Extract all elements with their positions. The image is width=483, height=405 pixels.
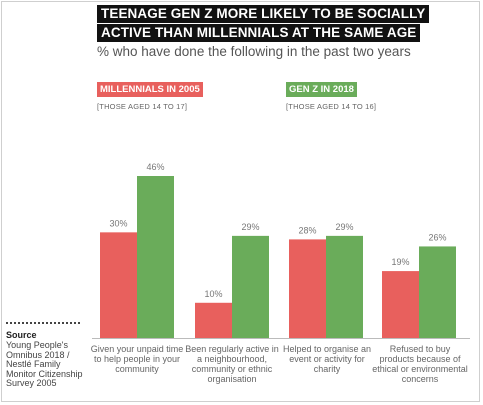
data-label-series-0-category-2: 28%: [298, 225, 316, 235]
source-text: Young People's Omnibus 2018 / Nestlé Fam…: [6, 340, 83, 388]
chart-title-line-2: ACTIVE THAN MILLENNIALS AT THE SAME AGE: [97, 24, 421, 42]
category-label-2: Helped to organise an event or activity …: [282, 344, 372, 374]
data-label-series-1-category-3: 26%: [428, 232, 446, 242]
bar-series-1-category-0: [137, 176, 174, 338]
data-label-series-0-category-0: 30%: [109, 218, 127, 228]
bar-series-0-category-3: [382, 271, 419, 338]
category-label-3: Refused to buy products because of ethic…: [372, 344, 468, 384]
bar-series-1-category-3: [419, 246, 456, 338]
data-label-series-1-category-1: 29%: [241, 222, 259, 232]
legend-note-millennials: [THOSE AGED 14 TO 17]: [97, 102, 188, 111]
chart-subtitle: % who have done the following in the pas…: [97, 44, 411, 59]
legend-series-millennials: MILLENNIALS IN 2005: [97, 82, 203, 97]
bar-series-0-category-2: [289, 239, 326, 338]
data-label-series-1-category-0: 46%: [146, 162, 164, 172]
category-label-1: Been regularly active in a neighbourhood…: [185, 344, 279, 384]
data-label-series-0-category-3: 19%: [391, 257, 409, 267]
category-label-0: Given your unpaid time to help people in…: [90, 344, 184, 374]
data-label-series-0-category-1: 10%: [204, 289, 222, 299]
legend-series-genz: GEN Z IN 2018: [286, 82, 357, 97]
bar-series-0-category-0: [100, 232, 137, 338]
source-heading: Source: [6, 330, 37, 340]
data-label-series-1-category-2: 29%: [335, 222, 353, 232]
legend-note-genz: [THOSE AGED 14 TO 16]: [286, 102, 377, 111]
source-divider: [6, 322, 80, 324]
bar-series-0-category-1: [195, 302, 232, 338]
bar-series-1-category-1: [232, 235, 269, 338]
bar-series-1-category-2: [326, 235, 363, 338]
chart-title-line-1: TEENAGE GEN Z MORE LIKELY TO BE SOCIALLY: [97, 5, 430, 23]
